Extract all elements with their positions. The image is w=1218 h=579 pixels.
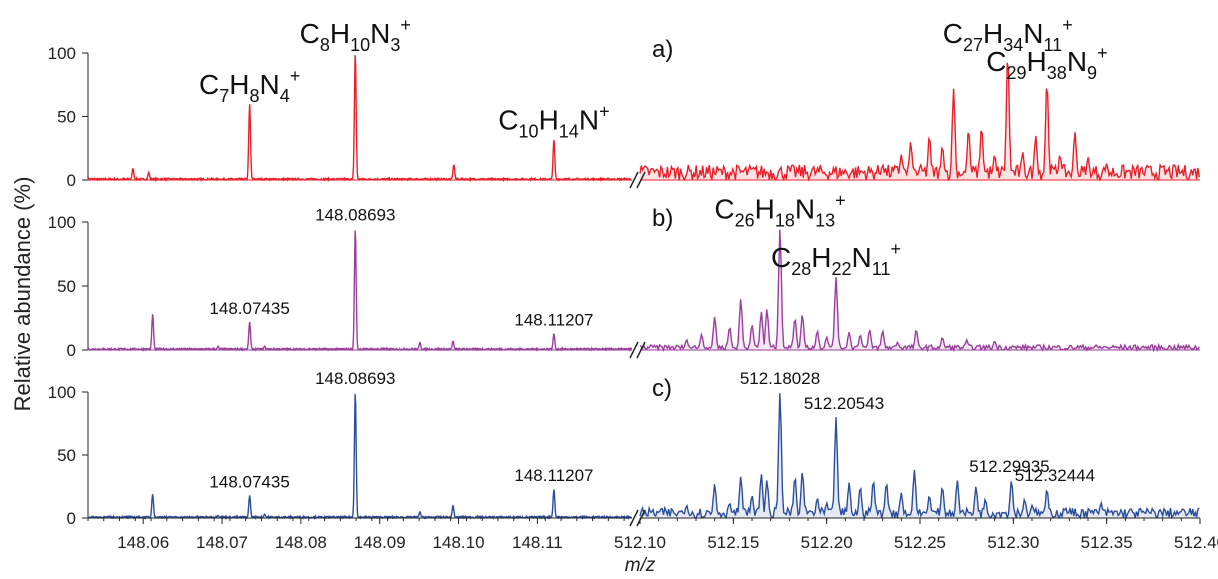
peak-formula-label: C8H10N3+: [300, 15, 411, 55]
peak-mz-label: 148.07435: [209, 472, 289, 491]
spectrum-fill-right: [640, 393, 1200, 518]
plot-area: 0 50 100 a) C7H8N4+C8H10N3+ C10H14N+ C27H34N11…: [48, 15, 1218, 552]
axis-break-mark: [629, 171, 639, 189]
x-axis-label: m/z: [625, 555, 656, 576]
spectrum-fill-right: [640, 62, 1200, 180]
y-axis-label: Relative abundance (%): [10, 177, 35, 412]
y-tick-label: 0: [67, 171, 76, 190]
peak-mz-label: 148.08693: [315, 369, 395, 388]
y-tick-label: 0: [67, 341, 76, 360]
peak-formula-label: C27H34N11+: [943, 15, 1073, 55]
axis-break-mark: [636, 341, 646, 359]
y-tick-label: 100: [48, 44, 76, 63]
x-tick-label: 148.09: [354, 533, 406, 552]
spectrum-trace-left-b: [87, 230, 633, 352]
x-tick-label: 148.06: [117, 533, 169, 552]
y-tick-label: 50: [57, 108, 76, 127]
peak-mz-label: 148.11207: [514, 310, 593, 329]
axis-break-mark: [629, 341, 639, 359]
peak-formula-label: C7H8N4+: [199, 66, 300, 106]
peak-mz-label: 512.29935: [969, 457, 1049, 476]
y-tick-label: 50: [57, 446, 76, 465]
y-tick-label: 100: [48, 383, 76, 402]
spectrum-trace-right-b: [639, 229, 1200, 353]
spectrum-trace-right-a: [639, 62, 1200, 182]
panel-label: b): [652, 205, 673, 232]
x-tick-label: 148.10: [433, 533, 485, 552]
x-tick-label: 512.15: [707, 533, 759, 552]
x-tick-label: 512.20: [801, 533, 853, 552]
peak-formula-label: C28H22N11+: [771, 239, 901, 279]
spectrum-fill-right: [640, 229, 1200, 350]
y-tick-label: 50: [57, 277, 76, 296]
peak-mz-label: 148.11207: [514, 466, 593, 485]
panel-label: a): [652, 36, 673, 63]
peak-mz-label: 148.08693: [315, 205, 395, 224]
peak-formula-label: C26H18N13+: [714, 190, 845, 230]
x-tick-label: 148.08: [275, 533, 327, 552]
peak-mz-label: 512.20543: [804, 394, 884, 413]
panel-label: c): [652, 375, 672, 402]
peak-mz-label: 512.18028: [740, 369, 820, 388]
x-tick-label: 512.10: [614, 533, 666, 552]
spectrum-trace-right-c: [639, 393, 1200, 520]
x-tick-label: 148.07: [196, 533, 248, 552]
spectrum-trace-left-a: [87, 55, 632, 183]
x-tick-label: 512.35: [1081, 533, 1133, 552]
y-tick-label: 100: [48, 213, 76, 232]
y-tick-label: 0: [67, 509, 76, 528]
x-tick-label: 148.11: [512, 533, 563, 552]
x-tick-label: 512.40: [1174, 533, 1218, 552]
peak-mz-label: 148.07435: [209, 299, 289, 318]
x-tick-label: 512.25: [894, 533, 946, 552]
spectrum-trace-left-c: [87, 394, 632, 521]
x-tick-label: 512.30: [987, 533, 1039, 552]
axis-break-mark: [636, 171, 646, 189]
peak-mz-label: 512.32444: [1015, 466, 1095, 485]
axis-break-mark: [629, 509, 639, 527]
peak-formula-label: C29H38N9+: [986, 43, 1107, 83]
peak-formula-label: C10H14N+: [498, 101, 609, 141]
